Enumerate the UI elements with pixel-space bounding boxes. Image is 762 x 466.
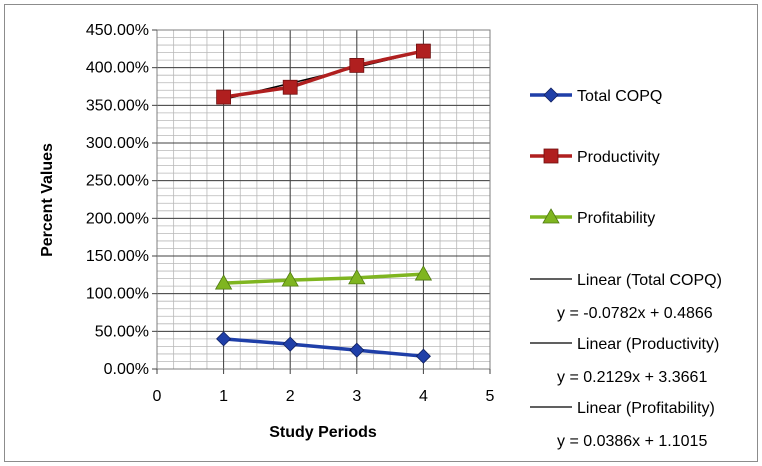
legend-marker-0	[543, 87, 559, 103]
legend: Total COPQ Productivity Profitability Linea…	[530, 87, 722, 450]
series-line-1	[223, 49, 424, 99]
data-point-0-0	[216, 331, 232, 347]
data-point-1-3	[415, 43, 431, 59]
data-point-2-1	[281, 271, 299, 287]
series-line-2	[223, 272, 424, 285]
x-tick-label: 3	[352, 388, 361, 405]
legend-trendline-label-1: Linear (Productivity)	[577, 336, 719, 353]
data-point-2-3	[414, 265, 433, 281]
legend-marker-1	[543, 148, 559, 164]
y-tick-labels: 0.00% 50.00% 100.00% 150.00% 200.00% 250.00% 3…	[86, 22, 157, 378]
trendline-equation-2: y = 0.0386x + 1.1015	[557, 433, 707, 450]
x-tick-label: 5	[486, 388, 495, 405]
x-tick-label: 2	[286, 388, 295, 405]
trendline-equation-1: y = 0.2129x + 3.3661	[557, 369, 707, 386]
data-point-1-0	[216, 89, 232, 105]
data-point-1-2	[349, 58, 365, 73]
y-axis-title: Percent Values	[39, 143, 56, 257]
data-point-2-0	[214, 274, 233, 290]
y-tick-label: 100.00%	[86, 286, 149, 303]
legend-marker-2	[542, 208, 560, 224]
series-group	[214, 43, 433, 364]
y-tick-label: 300.00%	[86, 135, 149, 152]
grid-major	[157, 30, 490, 369]
y-tick-label: 450.00%	[86, 22, 149, 39]
legend-label-0: Total COPQ	[577, 88, 662, 105]
y-tick-label: 350.00%	[86, 97, 149, 114]
x-tick-label: 0	[153, 388, 162, 405]
data-point-1-1	[282, 79, 298, 95]
plot-border	[156, 29, 491, 370]
data-point-0-1	[282, 336, 298, 352]
legend-trendline-label-0: Linear (Total COPQ)	[577, 272, 722, 289]
trendline-equation-0: y = -0.0782x + 0.4866	[557, 305, 713, 322]
x-tick-label: 4	[419, 388, 428, 405]
legend-label-1: Productivity	[577, 149, 660, 166]
grid-minor	[157, 30, 490, 369]
y-tick-label: 50.00%	[95, 323, 149, 340]
y-tick-label: 200.00%	[86, 210, 149, 227]
y-tick-label: 250.00%	[86, 173, 149, 190]
series-line-0	[223, 337, 424, 358]
x-axis-title: Study Periods	[269, 424, 377, 441]
data-point-2-2	[348, 269, 366, 285]
y-tick-label: 400.00%	[86, 60, 149, 77]
x-tick-labels: 0 1 2 3 4 5	[153, 369, 495, 405]
y-tick-label: 0.00%	[104, 361, 149, 378]
data-point-0-2	[349, 342, 365, 358]
legend-label-2: Profitability	[577, 210, 655, 227]
x-tick-label: 1	[219, 388, 228, 405]
y-tick-label: 150.00%	[86, 248, 149, 265]
legend-trendline-label-2: Linear (Profitability)	[577, 400, 715, 417]
data-point-0-3	[415, 348, 431, 364]
